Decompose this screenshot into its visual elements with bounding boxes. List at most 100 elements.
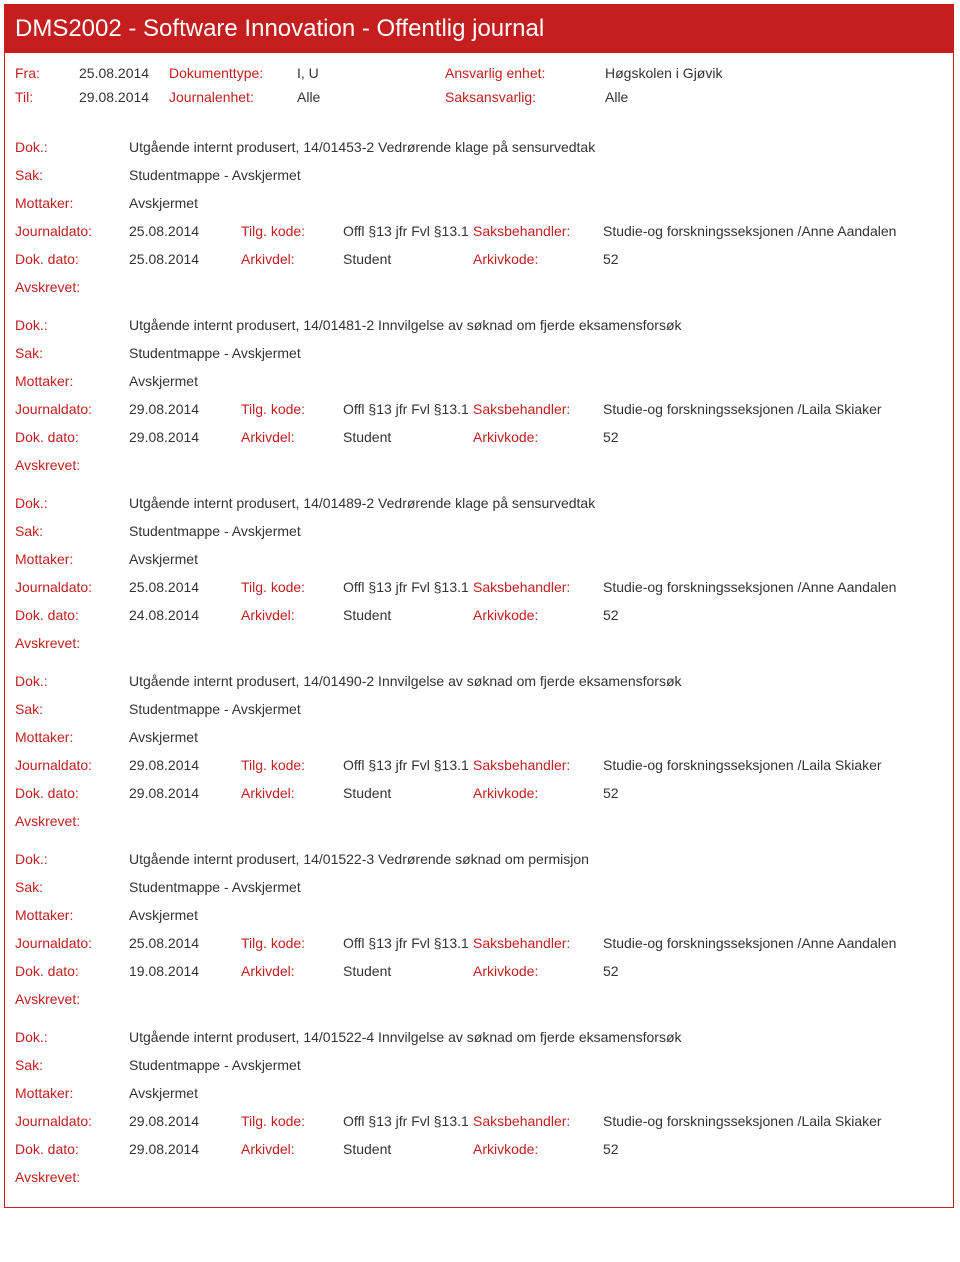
dok-row: Dok.: Utgående internt produsert, 14/014… [15, 311, 943, 339]
saksansvarlig-value: Alle [605, 89, 628, 105]
sak-label: Sak: [15, 167, 129, 183]
arkivkode-value: 52 [603, 785, 619, 801]
dokdato-label: Dok. dato: [15, 1141, 129, 1157]
dokdato-value: 29.08.2014 [129, 785, 241, 801]
arkivdel-label: Arkivdel: [241, 607, 343, 623]
saksbehandler-label: Saksbehandler: [473, 579, 603, 595]
detail-row-2: Dok. dato: 29.08.2014 Arkivdel: Student … [15, 423, 943, 451]
sak-value: Studentmappe - Avskjermet [129, 523, 301, 539]
arkivdel-label: Arkivdel: [241, 251, 343, 267]
dok-value: Utgående internt produsert, 14/01453-2 V… [129, 139, 595, 155]
dok-row: Dok.: Utgående internt produsert, 14/014… [15, 133, 943, 161]
dokdato-label: Dok. dato: [15, 963, 129, 979]
tilgkode-value: Offl §13 jfr Fvl §13.1 [343, 401, 473, 417]
dokdato-label: Dok. dato: [15, 429, 129, 445]
arkivdel-value: Student [343, 785, 473, 801]
dokdato-label: Dok. dato: [15, 251, 129, 267]
tilgkode-label: Tilg. kode: [241, 579, 343, 595]
dok-label: Dok.: [15, 851, 129, 867]
saksbehandler-value: Studie-og forskningsseksjonen /Laila Ski… [603, 757, 882, 773]
til-label: Til: [15, 89, 79, 105]
dokdato-value: 19.08.2014 [129, 963, 241, 979]
arkivdel-value: Student [343, 607, 473, 623]
mottaker-label: Mottaker: [15, 907, 129, 923]
arkivdel-value: Student [343, 1141, 473, 1157]
detail-row-1: Journaldato: 29.08.2014 Tilg. kode: Offl… [15, 395, 943, 423]
saksbehandler-label: Saksbehandler: [473, 1113, 603, 1129]
meta-row-1: Fra: 25.08.2014 Dokumenttype: I, U Ansva… [15, 61, 943, 85]
entries-list: Dok.: Utgående internt produsert, 14/014… [5, 119, 953, 1207]
saksbehandler-value: Studie-og forskningsseksjonen /Anne Aand… [603, 579, 896, 595]
saksbehandler-value: Studie-og forskningsseksjonen /Laila Ski… [603, 1113, 882, 1129]
mottaker-row: Mottaker: Avskjermet [15, 1079, 943, 1107]
dok-label: Dok.: [15, 139, 129, 155]
journal-entry: Dok.: Utgående internt produsert, 14/015… [5, 845, 953, 1023]
saksbehandler-value: Studie-og forskningsseksjonen /Anne Aand… [603, 935, 896, 951]
arkivkode-value: 52 [603, 1141, 619, 1157]
arkivdel-value: Student [343, 429, 473, 445]
detail-row-1: Journaldato: 25.08.2014 Tilg. kode: Offl… [15, 217, 943, 245]
avskrevet-label: Avskrevet: [15, 807, 943, 835]
dokdato-label: Dok. dato: [15, 607, 129, 623]
journal-entry: Dok.: Utgående internt produsert, 14/014… [5, 489, 953, 667]
mottaker-row: Mottaker: Avskjermet [15, 901, 943, 929]
journaldato-label: Journaldato: [15, 401, 129, 417]
arkivdel-value: Student [343, 963, 473, 979]
tilgkode-value: Offl §13 jfr Fvl §13.1 [343, 579, 473, 595]
arkivkode-label: Arkivkode: [473, 429, 603, 445]
arkivkode-label: Arkivkode: [473, 251, 603, 267]
saksansvarlig-label: Saksansvarlig: [445, 89, 605, 105]
dok-value: Utgående internt produsert, 14/01522-3 V… [129, 851, 589, 867]
sak-label: Sak: [15, 523, 129, 539]
meta-row-2: Til: 29.08.2014 Journalenhet: Alle Saksa… [15, 85, 943, 109]
journal-entry: Dok.: Utgående internt produsert, 14/014… [5, 133, 953, 311]
dok-value: Utgående internt produsert, 14/01481-2 I… [129, 317, 682, 333]
journaldato-value: 25.08.2014 [129, 223, 241, 239]
arkivkode-value: 52 [603, 963, 619, 979]
journalenhet-label: Journalenhet: [169, 89, 297, 105]
sak-row: Sak: Studentmappe - Avskjermet [15, 1051, 943, 1079]
arkivkode-label: Arkivkode: [473, 607, 603, 623]
dok-row: Dok.: Utgående internt produsert, 14/014… [15, 667, 943, 695]
journaldato-value: 29.08.2014 [129, 757, 241, 773]
detail-row-2: Dok. dato: 29.08.2014 Arkivdel: Student … [15, 779, 943, 807]
detail-row-2: Dok. dato: 25.08.2014 Arkivdel: Student … [15, 245, 943, 273]
dok-label: Dok.: [15, 495, 129, 511]
detail-row-1: Journaldato: 29.08.2014 Tilg. kode: Offl… [15, 751, 943, 779]
mottaker-label: Mottaker: [15, 195, 129, 211]
arkivkode-value: 52 [603, 607, 619, 623]
arkivkode-label: Arkivkode: [473, 1141, 603, 1157]
dok-row: Dok.: Utgående internt produsert, 14/014… [15, 489, 943, 517]
ansvarlig-value: Høgskolen i Gjøvik [605, 65, 722, 81]
dokdato-value: 24.08.2014 [129, 607, 241, 623]
sak-label: Sak: [15, 1057, 129, 1073]
mottaker-row: Mottaker: Avskjermet [15, 189, 943, 217]
tilgkode-label: Tilg. kode: [241, 935, 343, 951]
detail-row-2: Dok. dato: 29.08.2014 Arkivdel: Student … [15, 1135, 943, 1163]
mottaker-label: Mottaker: [15, 551, 129, 567]
tilgkode-label: Tilg. kode: [241, 757, 343, 773]
journal-page: DMS2002 - Software Innovation - Offentli… [4, 4, 954, 1208]
journaldato-label: Journaldato: [15, 1113, 129, 1129]
sak-label: Sak: [15, 879, 129, 895]
arkivdel-label: Arkivdel: [241, 429, 343, 445]
til-value: 29.08.2014 [79, 89, 169, 105]
dokumenttype-value: I, U [297, 65, 445, 81]
dok-label: Dok.: [15, 317, 129, 333]
sak-row: Sak: Studentmappe - Avskjermet [15, 873, 943, 901]
dok-label: Dok.: [15, 673, 129, 689]
mottaker-value: Avskjermet [129, 729, 198, 745]
journaldato-label: Journaldato: [15, 757, 129, 773]
mottaker-row: Mottaker: Avskjermet [15, 723, 943, 751]
avskrevet-label: Avskrevet: [15, 985, 943, 1013]
arkivkode-label: Arkivkode: [473, 963, 603, 979]
saksbehandler-label: Saksbehandler: [473, 757, 603, 773]
tilgkode-label: Tilg. kode: [241, 401, 343, 417]
fra-value: 25.08.2014 [79, 65, 169, 81]
journalenhet-value: Alle [297, 89, 445, 105]
tilgkode-value: Offl §13 jfr Fvl §13.1 [343, 1113, 473, 1129]
sak-label: Sak: [15, 345, 129, 361]
sak-value: Studentmappe - Avskjermet [129, 345, 301, 361]
detail-row-1: Journaldato: 25.08.2014 Tilg. kode: Offl… [15, 929, 943, 957]
avskrevet-label: Avskrevet: [15, 273, 943, 301]
